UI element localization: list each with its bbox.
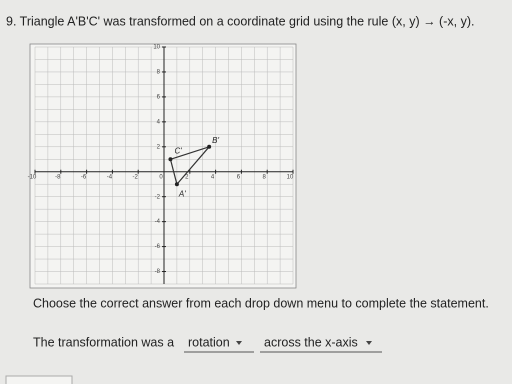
vertex-label: B': [212, 136, 219, 145]
x-tick-label: -10: [28, 174, 37, 180]
dropdown[interactable]: rotation: [184, 335, 254, 353]
vertex-point: [168, 157, 173, 162]
y-tick-label: -8: [155, 269, 161, 275]
triangle: [169, 145, 211, 186]
vertex-point: [207, 144, 212, 149]
instruction: Choose the correct answer from each drop…: [33, 296, 489, 310]
y-tick-label: -2: [155, 194, 161, 200]
vertex-label: C': [174, 146, 182, 155]
y-tick-label: -6: [155, 244, 161, 250]
x-tick-label: 8: [263, 174, 267, 180]
statement-prefix: The transformation was a: [33, 335, 174, 349]
x-tick-label: 10: [287, 174, 294, 180]
x-tick-label: -6: [81, 174, 87, 180]
x-tick-label: 6: [237, 174, 241, 180]
dropdown-arrow: [366, 341, 372, 345]
vertex-label: A': [178, 189, 186, 198]
button[interactable]: [5, 375, 73, 384]
y-tick-label: 10: [153, 45, 160, 51]
y-tick-label: 8: [157, 70, 161, 76]
x-tick-label: 0: [159, 174, 163, 180]
y-tick-label: 2: [157, 144, 161, 150]
x-tick-label: 4: [211, 174, 215, 180]
graph-frame: [29, 43, 297, 289]
dropdown-value: rotation: [188, 335, 230, 349]
x-tick-label: -4: [107, 174, 113, 180]
coordinate-grid: -10 -8 -6 -4 -2 0 2 4 6 8 10 10 8 6 4 2 -2 -4 -6 -8 C' B' A': [28, 45, 294, 285]
question: 9. Triangle A'B'C' was transformed on a …: [6, 14, 474, 28]
dropdown-arrow: [236, 341, 242, 345]
vertex-point: [174, 182, 179, 187]
x-tick-label: 2: [185, 174, 189, 180]
y-tick-label: 4: [157, 119, 161, 125]
y-tick-label: 6: [157, 94, 161, 100]
dropdown-value: across the x-axis: [264, 335, 358, 349]
x-tick-label: -8: [55, 174, 61, 180]
dropdown[interactable]: across the x-axis: [260, 335, 382, 353]
x-tick-label: -2: [133, 174, 139, 180]
y-tick-label: -4: [155, 219, 161, 225]
